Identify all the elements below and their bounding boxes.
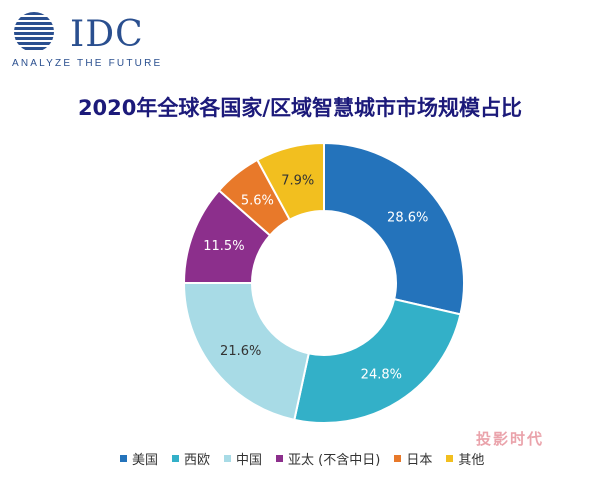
legend-swatch (446, 455, 454, 462)
donut-slice (323, 141, 465, 316)
slice-data-label: 7.9% (281, 173, 314, 188)
chart-title: 2020年全球各国家/区域智慧城市市场规模占比 (77, 96, 523, 120)
legend-item: 其他 (446, 449, 484, 468)
legend-item: 中国 (224, 449, 262, 468)
watermark: 投影时代 (476, 430, 545, 448)
legend-item: 日本 (394, 449, 432, 468)
idc-logo: IDC ANALYZE THE FUTURE (6, 8, 166, 69)
donut-slice (255, 141, 325, 222)
legend-swatch (172, 455, 180, 462)
legend-label: 西欧 (184, 453, 211, 468)
legend-swatch (276, 455, 284, 462)
donut-slice (182, 282, 310, 422)
legend-item: 亚太 (不含中日) (276, 449, 380, 468)
legend-swatch (120, 455, 127, 462)
legend-label: 亚太 (不含中日) (288, 453, 381, 468)
chart-legend: 美国 西欧 中国 亚太 (不含中日) 日本 其他 (120, 449, 484, 468)
idc-globe-icon (14, 12, 54, 50)
slice-data-label: 11.5% (203, 239, 244, 254)
donut-slice (293, 297, 462, 424)
legend-label: 日本 (406, 453, 433, 468)
logo-text: IDC (70, 14, 144, 55)
legend-swatch (394, 455, 402, 462)
legend-item: 西欧 (172, 449, 210, 468)
slice-data-label: 24.8% (361, 367, 402, 382)
logo-tagline: ANALYZE THE FUTURE (12, 58, 163, 69)
legend-item: 美国 (120, 449, 158, 468)
legend-label: 美国 (132, 453, 159, 468)
slice-data-label: 5.6% (241, 193, 274, 208)
legend-label: 中国 (236, 453, 263, 468)
legend-label: 其他 (458, 453, 485, 468)
legend-swatch (224, 455, 232, 462)
slice-data-label: 28.6% (387, 210, 428, 225)
slice-data-label: 21.6% (220, 344, 261, 359)
